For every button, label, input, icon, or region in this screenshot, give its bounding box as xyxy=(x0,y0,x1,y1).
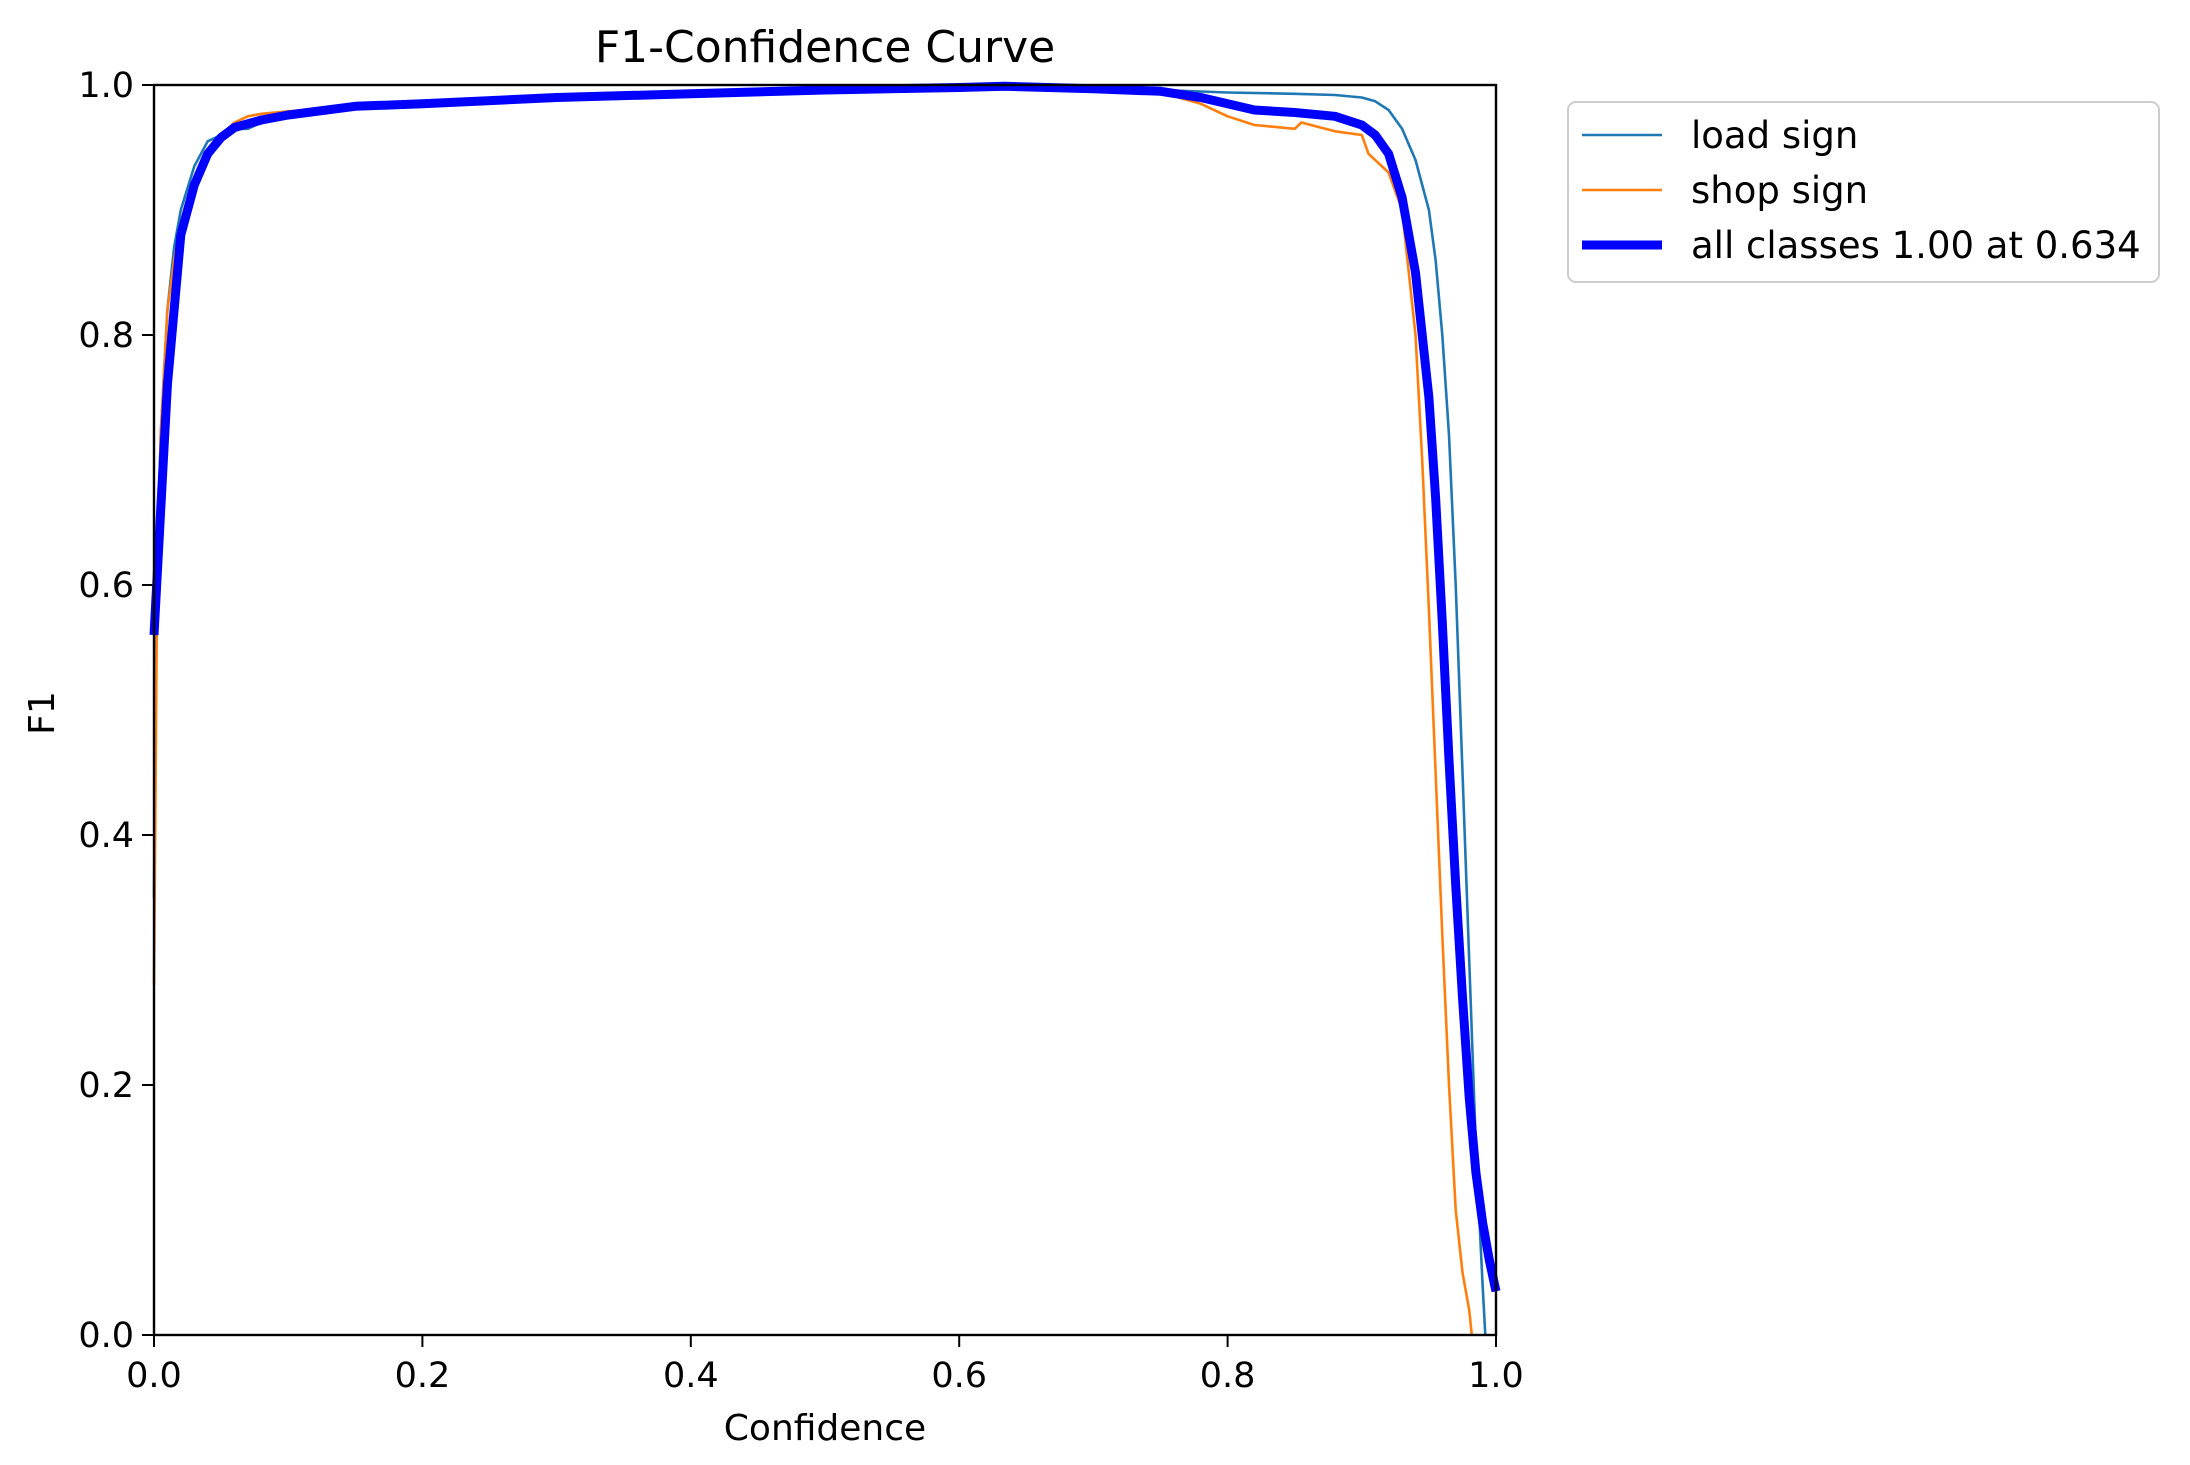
x-tick-label: 0.6 xyxy=(931,1356,987,1396)
series-lines xyxy=(149,81,1501,1336)
legend-label: all classes 1.00 at 0.634 xyxy=(1691,224,2141,267)
x-axis-label: Confidence xyxy=(724,1408,926,1449)
legend: load sign shop sign all classes 1.00 at 0.… xyxy=(1567,101,2160,283)
legend-label: load sign xyxy=(1691,114,1858,157)
y-tick-label: 0.8 xyxy=(78,316,134,356)
y-tick-label: 0.0 xyxy=(78,1316,134,1356)
chart-title: F1-Confidence Curve xyxy=(595,22,1055,73)
x-tick-label: 0.0 xyxy=(126,1356,182,1396)
y-tick-label: 1.0 xyxy=(78,66,134,106)
x-tick-label: 0.4 xyxy=(663,1356,719,1396)
x-tick-label: 1.0 xyxy=(1468,1356,1524,1396)
legend-box xyxy=(1567,101,2160,283)
y-tick-label: 0.4 xyxy=(78,816,134,856)
y-axis-label: F1 xyxy=(22,691,63,735)
axis-ticks: 0.0 0.2 0.4 0.6 0.8 1.0 0.0 0.2 0.4 0.6 0.8 1.0 xyxy=(78,66,1524,1396)
x-tick-label: 0.2 xyxy=(395,1356,451,1396)
y-tick-label: 0.6 xyxy=(78,566,134,606)
plot-frame xyxy=(152,83,1498,1337)
y-tick-label: 0.2 xyxy=(78,1066,134,1106)
x-tick-label: 0.8 xyxy=(1200,1356,1256,1396)
series-line-3 xyxy=(149,81,1501,1293)
legend-label: shop sign xyxy=(1691,169,1868,212)
